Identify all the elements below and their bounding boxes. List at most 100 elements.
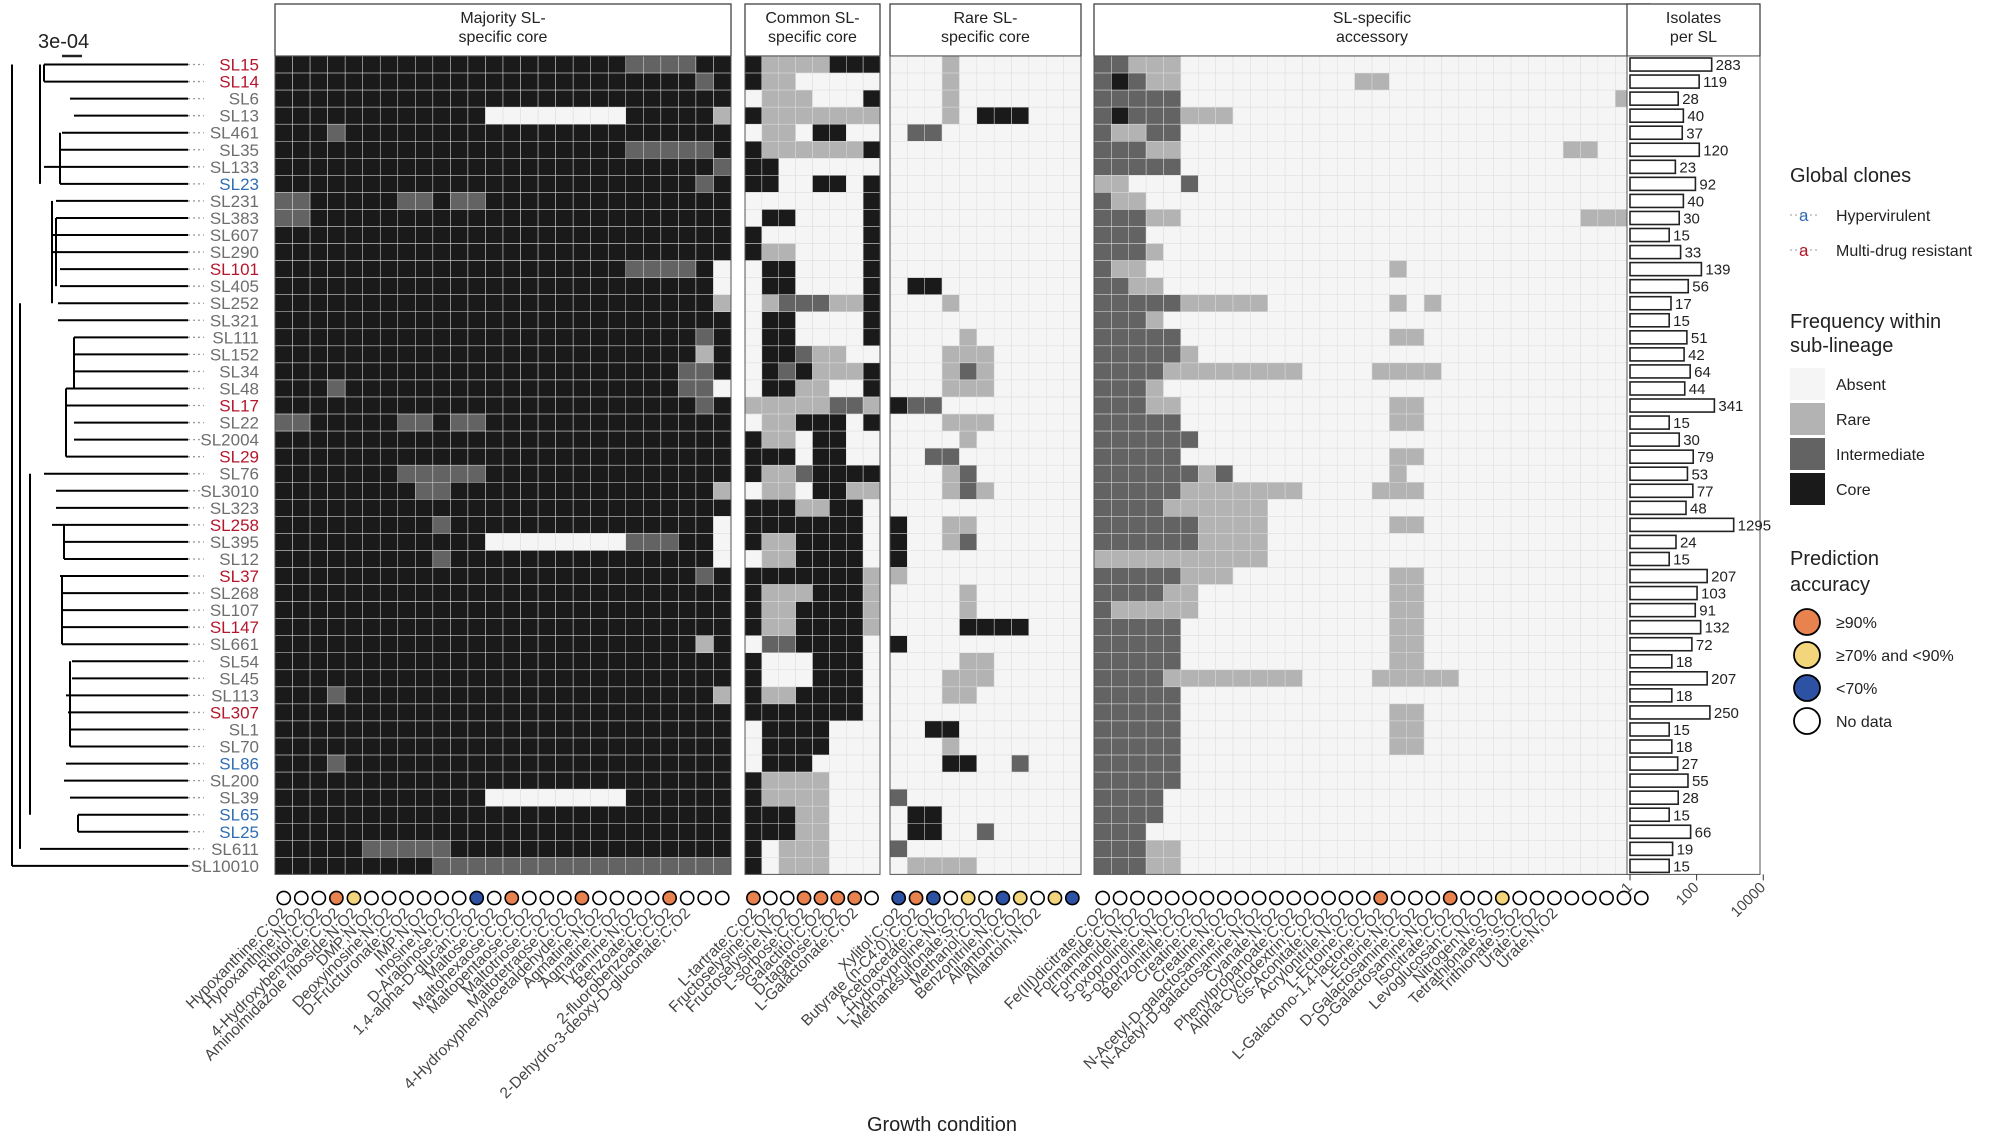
heatmap-cell — [889, 260, 908, 278]
heatmap-cell — [432, 379, 451, 398]
heatmap-cell — [1215, 669, 1234, 688]
heatmap-cell — [1250, 550, 1268, 568]
heatmap-cell — [625, 447, 644, 466]
heatmap-cell — [846, 158, 864, 176]
heatmap-cell — [309, 447, 328, 466]
heatmap-cell — [795, 379, 813, 398]
heatmap-cell — [555, 192, 574, 210]
heatmap-cell — [1319, 106, 1338, 125]
isolate-bar — [1629, 347, 1685, 362]
heatmap-cell — [744, 771, 763, 790]
heatmap-cell — [761, 260, 779, 278]
heatmap-cell — [1510, 106, 1529, 125]
heatmap-cell — [362, 158, 381, 176]
heatmap-cell — [450, 226, 469, 244]
heatmap-cell — [1476, 686, 1494, 705]
heatmap-cell — [1163, 260, 1182, 278]
heatmap-cell — [976, 243, 995, 261]
heatmap-cell — [520, 788, 539, 807]
heatmap-cell — [1406, 601, 1425, 619]
heatmap-cell — [450, 141, 469, 159]
heatmap-cell — [1493, 669, 1512, 688]
heatmap-cell — [1284, 516, 1303, 534]
heatmap-cell — [795, 788, 813, 807]
heatmap-cell — [344, 686, 363, 705]
heatmap-cell — [1406, 464, 1425, 483]
heatmap-cell — [993, 277, 1012, 295]
heatmap-cell — [309, 499, 328, 517]
heatmap-cell — [1545, 823, 1564, 841]
panel-header-box — [274, 3, 732, 57]
isolate-bar — [1629, 210, 1681, 226]
heatmap-cell — [572, 720, 591, 739]
sl-label: SL152 — [210, 345, 259, 364]
heatmap-cell — [1597, 123, 1616, 142]
heatmap-cell — [555, 447, 574, 466]
heatmap-cell — [520, 362, 539, 381]
heatmap-cell — [1198, 260, 1216, 278]
accuracy-circle — [1064, 890, 1080, 906]
heatmap-cell — [362, 635, 381, 654]
isolate-bar — [1629, 91, 1680, 106]
heatmap-cell — [450, 533, 469, 551]
heatmap-cell — [660, 550, 679, 568]
heatmap-cell — [555, 260, 574, 278]
heatmap-cell — [1111, 652, 1129, 671]
heatmap-cell — [1111, 260, 1129, 278]
heatmap-cell — [537, 482, 556, 500]
heatmap-cell — [695, 720, 714, 739]
heatmap-cell — [1580, 430, 1599, 449]
heatmap-cell — [1337, 106, 1355, 125]
heatmap-cell — [846, 601, 864, 619]
heatmap-cell — [678, 499, 697, 517]
heatmap-cell — [274, 192, 293, 210]
heatmap-cell — [1284, 754, 1303, 773]
heatmap-cell — [1198, 499, 1216, 517]
bar-axis-tick-label: 100 — [1673, 879, 1703, 909]
heatmap-cell — [1510, 72, 1529, 91]
accuracy-circle — [746, 890, 761, 906]
heatmap-cell — [1493, 396, 1512, 415]
heatmap-cell — [1111, 567, 1129, 585]
heatmap-cell — [889, 379, 908, 398]
heatmap-cell — [924, 857, 943, 875]
heatmap-cell — [1111, 413, 1129, 432]
heatmap-cell — [846, 209, 864, 227]
heatmap-cell — [537, 158, 556, 176]
heatmap-cell — [432, 413, 451, 432]
heatmap-cell — [450, 464, 469, 483]
heatmap-cell — [1232, 482, 1251, 500]
heatmap-cell — [397, 601, 416, 619]
heatmap-cell — [1163, 533, 1182, 551]
heatmap-cell — [309, 277, 328, 295]
heatmap-cell — [1580, 447, 1599, 466]
heatmap-cell — [502, 533, 521, 551]
heatmap-cell — [1441, 669, 1460, 688]
heatmap-cell — [1406, 703, 1425, 722]
heatmap-cell — [1028, 345, 1047, 364]
heatmap-cell — [744, 430, 763, 449]
heatmap-cell — [607, 533, 627, 551]
heatmap-cell — [362, 209, 381, 227]
heatmap-cell — [327, 754, 346, 773]
accuracy-circle — [779, 890, 795, 906]
heatmap-cell — [1597, 533, 1616, 551]
heatmap-cell — [1128, 720, 1147, 739]
heatmap-cell — [660, 447, 679, 466]
heatmap-cell — [941, 226, 960, 244]
heatmap-cell — [1284, 635, 1303, 654]
heatmap-cell — [327, 89, 346, 108]
heatmap-cell — [362, 686, 381, 705]
heatmap-cell — [1046, 447, 1064, 466]
heatmap-cell — [660, 55, 679, 74]
heatmap-cell — [660, 567, 679, 585]
heatmap-cell — [1250, 703, 1268, 722]
heatmap-cell — [1028, 464, 1047, 483]
heatmap-cell — [889, 686, 908, 705]
heatmap-cell — [397, 703, 416, 722]
heatmap-cell — [1406, 106, 1425, 125]
accuracy-circle — [486, 890, 502, 906]
accuracy-circle — [504, 890, 520, 906]
heatmap-cell — [1250, 226, 1268, 244]
